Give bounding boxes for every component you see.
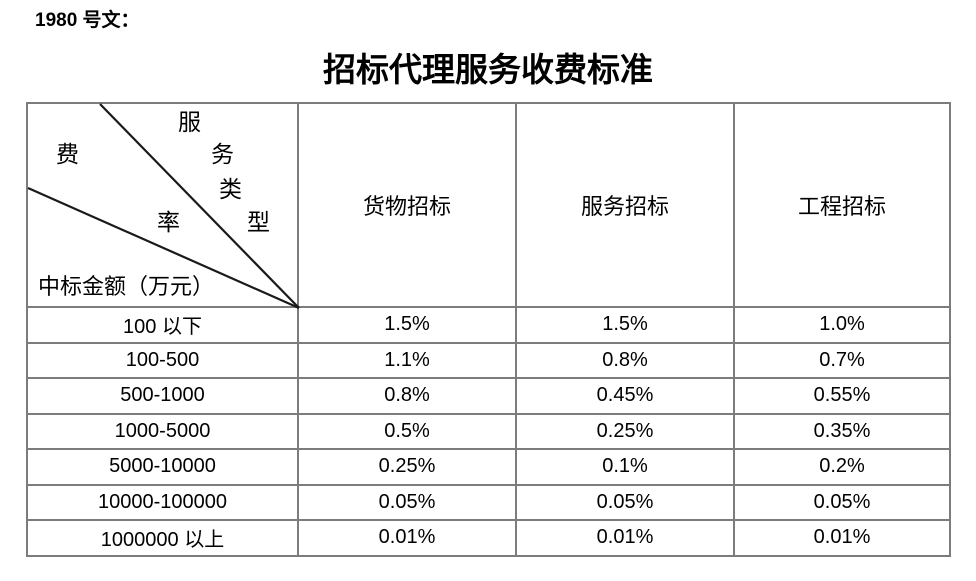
- value-cell: 0.1%: [515, 448, 735, 486]
- table-row: 1000000 以上 0.01% 0.01% 0.01%: [26, 519, 951, 557]
- value-cell: 0.8%: [515, 341, 735, 379]
- fee-table-body: 100 以下 1.5% 1.5% 1.0% 100-500 1.1% 0.8% 0.7% 500…: [26, 306, 951, 557]
- corner-col-axis-char: 类: [219, 177, 242, 202]
- page-title: 招标代理服务收费标准: [323, 53, 653, 89]
- corner-rate-axis-char: 率: [157, 210, 180, 235]
- value-cell: 0.05%: [515, 483, 735, 521]
- value-cell: 0.01%: [733, 519, 951, 557]
- value-cell: 0.45%: [515, 377, 735, 415]
- table-row: 10000-100000 0.05% 0.05% 0.05%: [26, 483, 951, 521]
- row-label-cell: 5000-10000: [26, 448, 299, 486]
- value-cell: 1.5%: [515, 306, 735, 344]
- table-row: 5000-10000 0.25% 0.1% 0.2%: [26, 448, 951, 486]
- corner-col-axis-char: 服: [178, 110, 201, 135]
- column-header-goods: 货物招标: [297, 102, 517, 308]
- table-row: 100 以下 1.5% 1.5% 1.0%: [26, 306, 951, 344]
- value-cell: 0.7%: [733, 341, 951, 379]
- value-cell: 0.5%: [297, 412, 517, 450]
- value-cell: 0.35%: [733, 412, 951, 450]
- row-axis-label: 中标金额（万元）: [38, 274, 215, 299]
- value-cell: 0.55%: [733, 377, 951, 415]
- corner-col-axis-char: 型: [247, 210, 270, 235]
- value-cell: 0.01%: [515, 519, 735, 557]
- value-cell: 0.25%: [297, 448, 517, 486]
- value-cell: 0.05%: [297, 483, 517, 521]
- column-header-services: 服务招标: [515, 102, 735, 308]
- row-label-cell: 10000-100000: [26, 483, 299, 521]
- row-label-cell: 1000-5000: [26, 412, 299, 450]
- fee-table: 服 务 类 型 费 率 中标金额（万元） 货物招标 服务招标 工程招标 100 …: [26, 102, 951, 557]
- corner-col-axis-char: 务: [211, 142, 234, 167]
- row-label-cell: 1000000 以上: [26, 519, 299, 557]
- table-row: 1000-5000 0.5% 0.25% 0.35%: [26, 412, 951, 450]
- row-label-cell: 100 以下: [26, 306, 299, 344]
- table-corner-cell: 服 务 类 型 费 率 中标金额（万元）: [26, 102, 300, 310]
- table-row: 500-1000 0.8% 0.45% 0.55%: [26, 377, 951, 415]
- column-header-engineering: 工程招标: [733, 102, 951, 308]
- doc-number-label: 1980 号文：: [35, 10, 140, 31]
- value-cell: 0.8%: [297, 377, 517, 415]
- value-cell: 0.05%: [733, 483, 951, 521]
- diagonal-divider-lines: [27, 103, 300, 310]
- value-cell: 0.25%: [515, 412, 735, 450]
- row-label-cell: 500-1000: [26, 377, 299, 415]
- value-cell: 1.5%: [297, 306, 517, 344]
- value-cell: 1.0%: [733, 306, 951, 344]
- value-cell: 0.2%: [733, 448, 951, 486]
- value-cell: 0.01%: [297, 519, 517, 557]
- corner-rate-axis-char: 费: [56, 142, 79, 167]
- row-label-cell: 100-500: [26, 341, 299, 379]
- table-row: 100-500 1.1% 0.8% 0.7%: [26, 341, 951, 379]
- value-cell: 1.1%: [297, 341, 517, 379]
- header-row: 服 务 类 型 费 率 中标金额（万元） 货物招标 服务招标 工程招标: [26, 102, 951, 310]
